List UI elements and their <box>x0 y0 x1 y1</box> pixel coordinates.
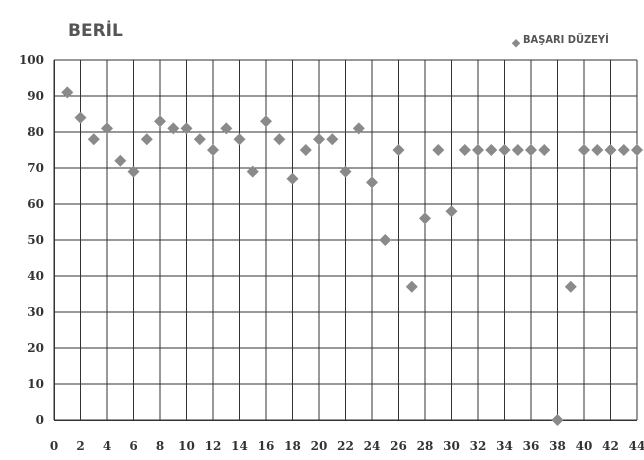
x-tick-label: 40 <box>576 439 593 453</box>
data-point <box>604 144 617 156</box>
data-point <box>193 133 206 146</box>
legend: BAŞARI DÜZEYİ <box>511 32 609 48</box>
data-point <box>445 205 458 218</box>
x-tick-label: 14 <box>231 439 248 453</box>
data-point <box>74 111 87 124</box>
x-tick-label: 24 <box>364 439 381 453</box>
x-tick-label: 28 <box>417 439 434 453</box>
y-tick-label: 50 <box>27 233 44 247</box>
data-point <box>551 414 564 426</box>
y-tick-label: 20 <box>27 341 44 355</box>
y-tick-label: 70 <box>27 161 44 175</box>
chart-title: BERİL <box>68 19 123 41</box>
data-point <box>472 144 484 156</box>
x-tick-label: 38 <box>549 439 566 453</box>
x-tick-label: 32 <box>470 439 487 453</box>
data-point <box>352 122 365 135</box>
data-point <box>419 212 431 225</box>
x-tick-label: 34 <box>496 439 513 453</box>
data-point <box>260 115 272 128</box>
y-tick-label: 0 <box>36 413 44 427</box>
data-point <box>313 133 325 146</box>
data-point <box>273 133 286 146</box>
y-tick-label: 10 <box>27 377 44 391</box>
x-tick-label: 16 <box>258 439 275 453</box>
data-point <box>405 280 418 293</box>
y-tick-label: 100 <box>19 53 44 67</box>
data-point <box>631 144 643 156</box>
x-tick-label: 42 <box>602 439 619 453</box>
data-point <box>326 133 339 146</box>
data-point <box>564 280 577 293</box>
data-point <box>207 144 219 156</box>
x-tick-label: 30 <box>443 439 460 453</box>
data-point <box>525 144 537 156</box>
x-tick-label: 22 <box>337 439 354 453</box>
data-point <box>87 133 100 146</box>
legend-label: BAŞARI DÜZEYİ <box>523 32 609 46</box>
data-point <box>233 133 246 146</box>
data-point <box>538 144 551 156</box>
x-tick-label: 0 <box>50 439 58 453</box>
x-tick-label: 12 <box>205 439 222 453</box>
y-tick-label: 80 <box>27 125 44 139</box>
y-tick-label: 60 <box>27 197 44 211</box>
gridlines <box>54 59 638 420</box>
x-tick-label: 44 <box>629 439 644 453</box>
data-point <box>127 165 140 178</box>
x-tick-label: 2 <box>76 439 84 453</box>
data-point <box>114 154 127 167</box>
data-point <box>366 176 378 189</box>
data-point <box>511 144 524 156</box>
x-tick-label: 36 <box>523 439 540 453</box>
data-point <box>286 172 299 185</box>
data-point <box>220 122 233 135</box>
x-tick-labels: 0 2 4 6 8 10 12 14 16 18 20 22 24 26 28 30 32 34 36 38 40 42 4… <box>50 439 644 453</box>
y-tick-labels: 0 10 20 30 40 50 60 70 80 90 100 <box>19 53 44 427</box>
x-tick-label: 8 <box>156 439 164 453</box>
y-tick-label: 40 <box>27 269 44 283</box>
y-tick-label: 30 <box>27 305 44 319</box>
data-point <box>167 122 180 135</box>
data-point <box>498 144 511 156</box>
data-point <box>458 144 471 156</box>
data-point <box>339 165 352 178</box>
data-point <box>485 144 498 156</box>
x-tick-label: 4 <box>103 439 111 453</box>
x-tick-label: 20 <box>311 439 328 453</box>
data-point <box>591 144 604 156</box>
data-point <box>617 144 630 156</box>
x-tick-label: 10 <box>178 439 195 453</box>
data-point <box>432 144 445 156</box>
y-tick-label: 90 <box>27 89 44 103</box>
data-points <box>61 86 643 426</box>
legend-marker <box>511 39 521 48</box>
data-point <box>180 122 193 135</box>
data-point <box>246 165 259 178</box>
x-tick-label: 6 <box>129 439 137 453</box>
data-point <box>101 122 113 135</box>
x-tick-label: 26 <box>390 439 407 453</box>
x-tick-label: 18 <box>284 439 301 453</box>
data-point <box>578 144 590 156</box>
data-point <box>61 86 74 99</box>
data-point <box>154 115 166 128</box>
axes <box>53 60 637 421</box>
data-point <box>140 133 153 146</box>
data-point <box>299 144 312 156</box>
data-point <box>379 234 392 246</box>
data-point <box>392 144 405 156</box>
